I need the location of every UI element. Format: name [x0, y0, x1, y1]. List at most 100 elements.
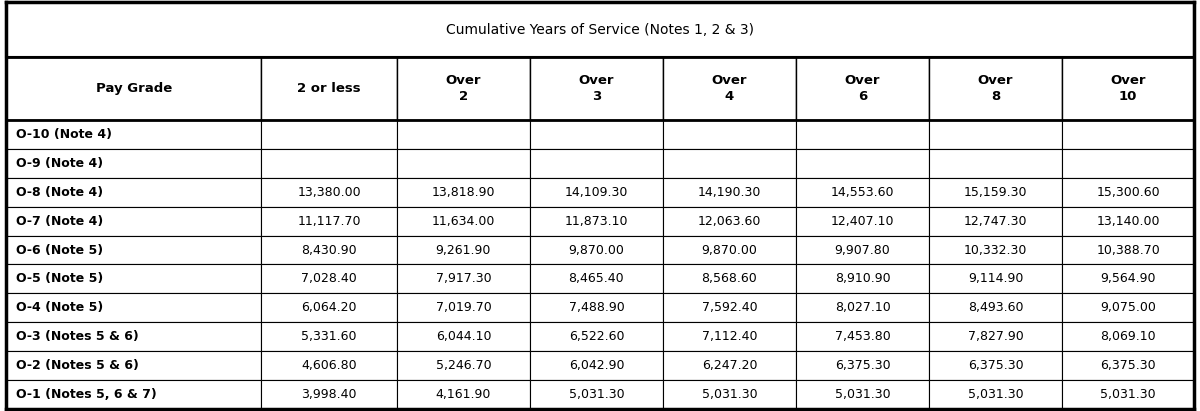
Text: 8,430.90: 8,430.90 — [301, 244, 356, 256]
Bar — [929, 236, 1062, 265]
Bar — [397, 265, 530, 293]
Text: 15,300.60: 15,300.60 — [1097, 186, 1160, 199]
Bar — [397, 322, 530, 351]
Text: 6,375.30: 6,375.30 — [835, 359, 890, 372]
Bar — [929, 178, 1062, 207]
Text: 3,998.40: 3,998.40 — [301, 388, 356, 401]
Text: 9,261.90: 9,261.90 — [436, 244, 491, 256]
Bar — [262, 265, 397, 293]
Text: 14,190.30: 14,190.30 — [698, 186, 761, 199]
Bar — [662, 207, 796, 236]
Bar — [6, 293, 262, 322]
Bar — [6, 120, 262, 149]
Bar — [262, 236, 397, 265]
Bar — [929, 293, 1062, 322]
Bar — [262, 293, 397, 322]
Bar — [929, 207, 1062, 236]
Bar — [530, 207, 662, 236]
Bar — [397, 120, 530, 149]
Bar — [530, 380, 662, 409]
Text: 13,818.90: 13,818.90 — [432, 186, 496, 199]
Text: 15,159.30: 15,159.30 — [964, 186, 1027, 199]
Text: O-9 (Note 4): O-9 (Note 4) — [17, 157, 103, 170]
Text: 9,870.00: 9,870.00 — [569, 244, 624, 256]
Bar — [530, 178, 662, 207]
Bar — [6, 351, 262, 380]
Bar — [6, 2, 1194, 57]
Text: 5,246.70: 5,246.70 — [436, 359, 491, 372]
Bar — [929, 120, 1062, 149]
Bar — [530, 293, 662, 322]
Text: Over
8: Over 8 — [978, 74, 1013, 103]
Text: O-7 (Note 4): O-7 (Note 4) — [17, 215, 103, 228]
Text: 5,031.30: 5,031.30 — [835, 388, 890, 401]
Text: 6,247.20: 6,247.20 — [702, 359, 757, 372]
Bar — [262, 380, 397, 409]
Bar — [796, 120, 929, 149]
Bar — [662, 293, 796, 322]
Bar — [262, 322, 397, 351]
Bar — [6, 322, 262, 351]
Bar — [1062, 236, 1194, 265]
Bar — [6, 178, 262, 207]
Text: 8,465.40: 8,465.40 — [569, 272, 624, 286]
Bar — [397, 57, 530, 120]
Bar — [530, 236, 662, 265]
Text: 7,592.40: 7,592.40 — [702, 301, 757, 314]
Bar — [1062, 149, 1194, 178]
Text: 5,031.30: 5,031.30 — [569, 388, 624, 401]
Bar — [662, 351, 796, 380]
Bar — [929, 351, 1062, 380]
Text: O-4 (Note 5): O-4 (Note 5) — [17, 301, 103, 314]
Bar — [1062, 293, 1194, 322]
Bar — [929, 265, 1062, 293]
Text: 7,019.70: 7,019.70 — [436, 301, 491, 314]
Bar — [6, 57, 262, 120]
Bar — [262, 178, 397, 207]
Text: O-1 (Notes 5, 6 & 7): O-1 (Notes 5, 6 & 7) — [17, 388, 157, 401]
Bar — [796, 322, 929, 351]
Bar — [796, 293, 929, 322]
Bar — [796, 380, 929, 409]
Text: 11,117.70: 11,117.70 — [298, 215, 361, 228]
Bar — [397, 207, 530, 236]
Text: 6,044.10: 6,044.10 — [436, 330, 491, 343]
Text: 6,375.30: 6,375.30 — [967, 359, 1024, 372]
Text: 10,388.70: 10,388.70 — [1096, 244, 1160, 256]
Bar — [1062, 265, 1194, 293]
Text: 14,109.30: 14,109.30 — [565, 186, 628, 199]
Text: 9,564.90: 9,564.90 — [1100, 272, 1156, 286]
Bar — [1062, 351, 1194, 380]
Text: 14,553.60: 14,553.60 — [830, 186, 894, 199]
Text: O-8 (Note 4): O-8 (Note 4) — [17, 186, 103, 199]
Text: 7,827.90: 7,827.90 — [967, 330, 1024, 343]
Bar — [397, 351, 530, 380]
Text: 6,064.20: 6,064.20 — [301, 301, 356, 314]
Text: 8,568.60: 8,568.60 — [702, 272, 757, 286]
Text: 5,331.60: 5,331.60 — [301, 330, 356, 343]
Text: 7,917.30: 7,917.30 — [436, 272, 491, 286]
Text: 12,063.60: 12,063.60 — [698, 215, 761, 228]
Text: 8,910.90: 8,910.90 — [835, 272, 890, 286]
Bar — [929, 380, 1062, 409]
Text: 10,332.30: 10,332.30 — [964, 244, 1027, 256]
Text: 4,606.80: 4,606.80 — [301, 359, 356, 372]
Text: 12,747.30: 12,747.30 — [964, 215, 1027, 228]
Text: Over
10: Over 10 — [1110, 74, 1146, 103]
Bar — [1062, 207, 1194, 236]
Bar — [262, 120, 397, 149]
Bar — [662, 149, 796, 178]
Text: 6,042.90: 6,042.90 — [569, 359, 624, 372]
Text: 9,114.90: 9,114.90 — [968, 272, 1024, 286]
Bar — [1062, 178, 1194, 207]
Text: 5,031.30: 5,031.30 — [1100, 388, 1156, 401]
Bar — [796, 57, 929, 120]
Bar — [796, 265, 929, 293]
Text: 9,075.00: 9,075.00 — [1100, 301, 1156, 314]
Text: O-6 (Note 5): O-6 (Note 5) — [17, 244, 103, 256]
Bar — [662, 380, 796, 409]
Bar — [1062, 380, 1194, 409]
Text: 9,870.00: 9,870.00 — [702, 244, 757, 256]
Text: Pay Grade: Pay Grade — [96, 82, 172, 95]
Text: 4,161.90: 4,161.90 — [436, 388, 491, 401]
